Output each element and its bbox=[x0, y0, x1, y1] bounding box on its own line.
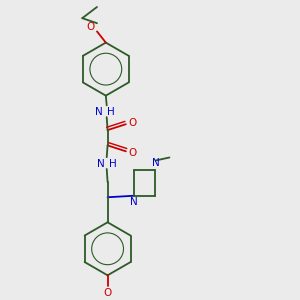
Text: O: O bbox=[86, 22, 94, 32]
Text: N: N bbox=[130, 197, 138, 207]
Text: H: H bbox=[109, 159, 116, 169]
Text: N: N bbox=[97, 159, 105, 169]
Text: N: N bbox=[95, 107, 103, 117]
Text: O: O bbox=[128, 118, 136, 128]
Text: O: O bbox=[103, 288, 112, 298]
Text: O: O bbox=[128, 148, 136, 158]
Text: N: N bbox=[152, 158, 160, 168]
Text: H: H bbox=[107, 107, 114, 117]
